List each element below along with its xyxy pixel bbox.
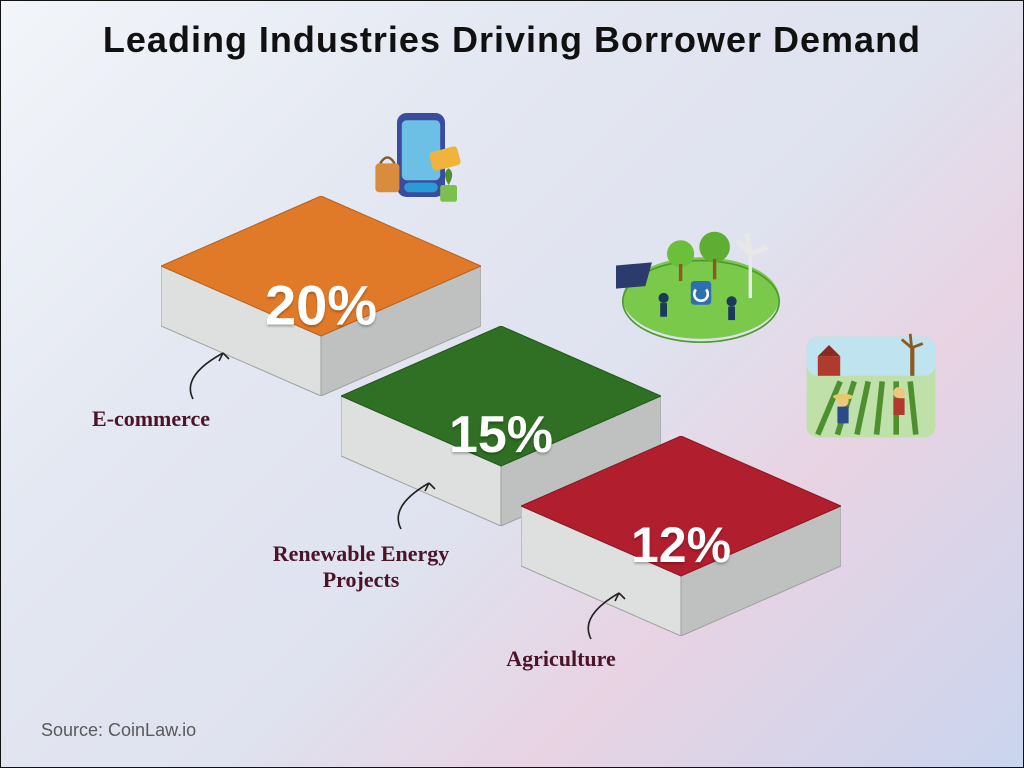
agriculture-icon [801, 331, 941, 476]
source-attribution: Source: CoinLaw.io [41, 720, 196, 741]
arrow-agriculture [571, 573, 639, 659]
infographic-canvas: Leading Industries Driving Borrower Dema… [0, 0, 1024, 768]
percent-agriculture: 12% [631, 516, 731, 574]
percent-renewable: 15% [449, 405, 553, 465]
percent-ecommerce: 20% [265, 272, 377, 337]
arrow-ecommerce [173, 333, 243, 419]
ecommerce-icon [361, 101, 481, 226]
arrow-renewable [381, 463, 449, 549]
page-title: Leading Industries Driving Borrower Dema… [1, 19, 1023, 61]
renewable-icon [616, 196, 786, 371]
